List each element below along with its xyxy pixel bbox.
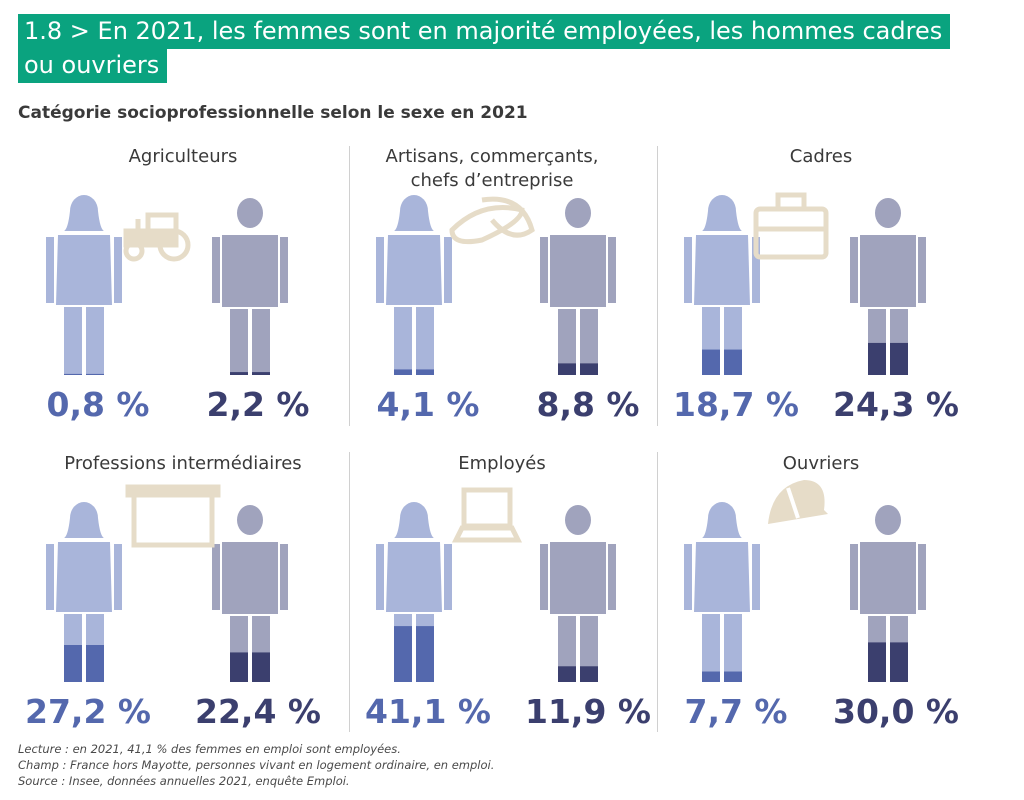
pictogram-svg bbox=[376, 487, 616, 682]
briefcase-icon bbox=[753, 192, 829, 260]
category-label: Ouvriers bbox=[782, 453, 860, 474]
men-share-bar bbox=[558, 666, 598, 682]
women-percentage: 7,7 % bbox=[684, 692, 788, 731]
women-share-bar bbox=[394, 626, 434, 682]
women-share-bar bbox=[702, 349, 742, 375]
pictogram-svg bbox=[376, 195, 616, 375]
panel-2: Artisans, commerçants, chefs d’entrepris… bbox=[348, 145, 656, 445]
women-share-bar bbox=[394, 369, 434, 375]
woman-figure bbox=[376, 502, 452, 682]
woman-figure bbox=[376, 195, 452, 375]
woman-figure bbox=[684, 502, 760, 682]
divider-3 bbox=[349, 452, 350, 732]
men-share-bar bbox=[230, 652, 270, 682]
men-share-bar bbox=[558, 363, 598, 375]
whiteboard-icon bbox=[125, 484, 221, 548]
woman-figure bbox=[684, 195, 760, 375]
baguette-icon bbox=[449, 196, 535, 245]
panel-5: Employés 41,1 % 11,9 % bbox=[348, 452, 656, 752]
woman-figure bbox=[46, 195, 122, 375]
panel-3: Cadres 18,7 % 24,3 % bbox=[656, 145, 986, 445]
panel-6: Ouvriers 7,7 % 30,0 % bbox=[656, 452, 986, 752]
men-percentage: 8,8 % bbox=[536, 385, 640, 424]
note-lecture: Lecture : en 2021, 41,1 % des femmes en … bbox=[18, 742, 401, 756]
chart-subtitle: Catégorie socioprofessionnelle selon le … bbox=[18, 103, 528, 123]
men-percentage: 11,9 % bbox=[525, 692, 651, 731]
men-share-bar bbox=[230, 372, 270, 375]
note-source: Source : Insee, données annuelles 2021, … bbox=[18, 774, 350, 788]
note-champ: Champ : France hors Mayotte, personnes v… bbox=[18, 758, 495, 772]
man-figure bbox=[850, 505, 926, 682]
women-percentage: 4,1 % bbox=[376, 385, 480, 424]
men-share-bar bbox=[868, 642, 908, 682]
title-line-1: 1.8 > En 2021, les femmes sont en majori… bbox=[18, 14, 951, 49]
man-figure bbox=[850, 198, 926, 375]
men-percentage: 24,3 % bbox=[833, 385, 959, 424]
title-line-2: ou ouvriers bbox=[18, 48, 168, 83]
women-percentage: 41,1 % bbox=[365, 692, 491, 731]
divider-4 bbox=[657, 452, 658, 732]
pictogram-svg bbox=[684, 192, 926, 375]
category-label: Agriculteurs bbox=[128, 146, 238, 167]
man-figure bbox=[212, 198, 288, 375]
divider-1 bbox=[349, 146, 350, 426]
man-figure bbox=[540, 505, 616, 682]
men-share-bar bbox=[868, 342, 908, 375]
pictogram-svg bbox=[684, 480, 926, 682]
pictogram-svg bbox=[46, 484, 288, 682]
women-percentage: 27,2 % bbox=[25, 692, 151, 731]
hardhat-icon bbox=[768, 480, 828, 524]
category-label: Artisans, commerçants, chefs d’entrepris… bbox=[385, 146, 599, 191]
tractor-icon bbox=[123, 212, 191, 262]
women-share-bar bbox=[64, 373, 104, 375]
notes: Lecture : en 2021, 41,1 % des femmes en … bbox=[18, 741, 494, 789]
men-percentage: 30,0 % bbox=[833, 692, 959, 731]
panel-4: Professions intermédiaires 27,2 % 22,4 % bbox=[18, 452, 348, 752]
women-percentage: 0,8 % bbox=[46, 385, 150, 424]
women-share-bar bbox=[702, 671, 742, 682]
category-label: Employés bbox=[458, 453, 546, 474]
pictogram-svg bbox=[46, 195, 288, 375]
men-percentage: 2,2 % bbox=[206, 385, 310, 424]
woman-figure bbox=[46, 502, 122, 682]
divider-2 bbox=[657, 146, 658, 426]
chart-title: 1.8 > En 2021, les femmes sont en majori… bbox=[18, 14, 951, 83]
laptop-icon bbox=[451, 487, 523, 543]
man-figure bbox=[540, 198, 616, 375]
category-label: Cadres bbox=[789, 146, 853, 167]
women-share-bar bbox=[64, 645, 104, 682]
panel-1: Agriculteurs 0,8 % 2,2 % bbox=[18, 145, 348, 445]
women-percentage: 18,7 % bbox=[673, 385, 799, 424]
category-label: Professions intermédiaires bbox=[64, 453, 302, 474]
men-percentage: 22,4 % bbox=[195, 692, 321, 731]
man-figure bbox=[212, 505, 288, 682]
